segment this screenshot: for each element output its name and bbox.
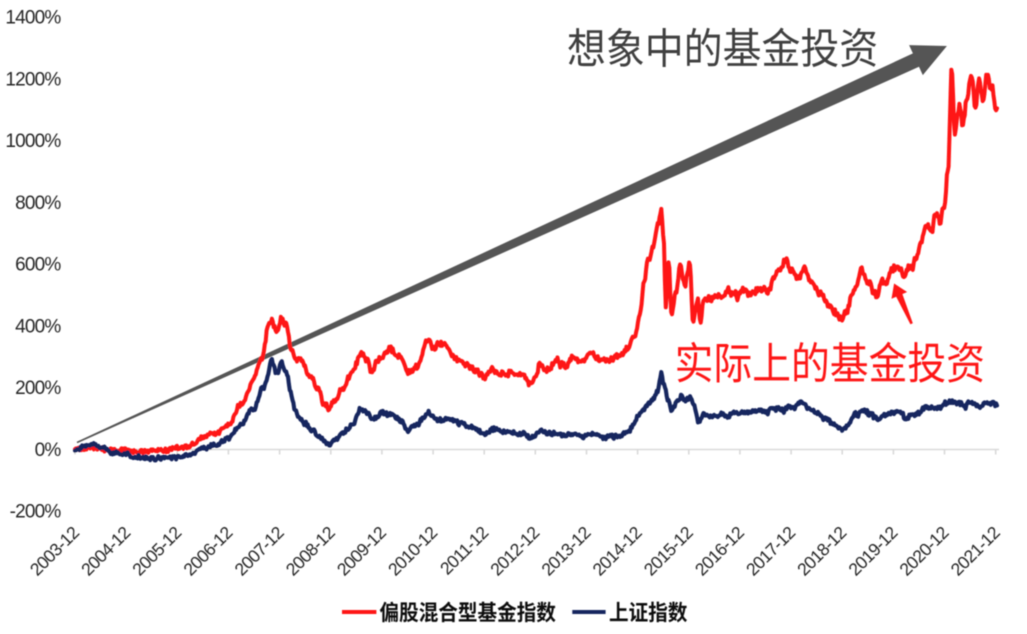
svg-text:200%: 200%	[15, 378, 61, 399]
svg-text:1200%: 1200%	[5, 69, 61, 90]
svg-text:1000%: 1000%	[5, 131, 61, 152]
svg-text:800%: 800%	[15, 193, 61, 214]
svg-text:1400%: 1400%	[5, 8, 61, 29]
svg-text:600%: 600%	[15, 255, 61, 276]
svg-text:-200%: -200%	[10, 502, 62, 523]
svg-text:0%: 0%	[35, 440, 62, 461]
svg-text:400%: 400%	[15, 316, 61, 337]
